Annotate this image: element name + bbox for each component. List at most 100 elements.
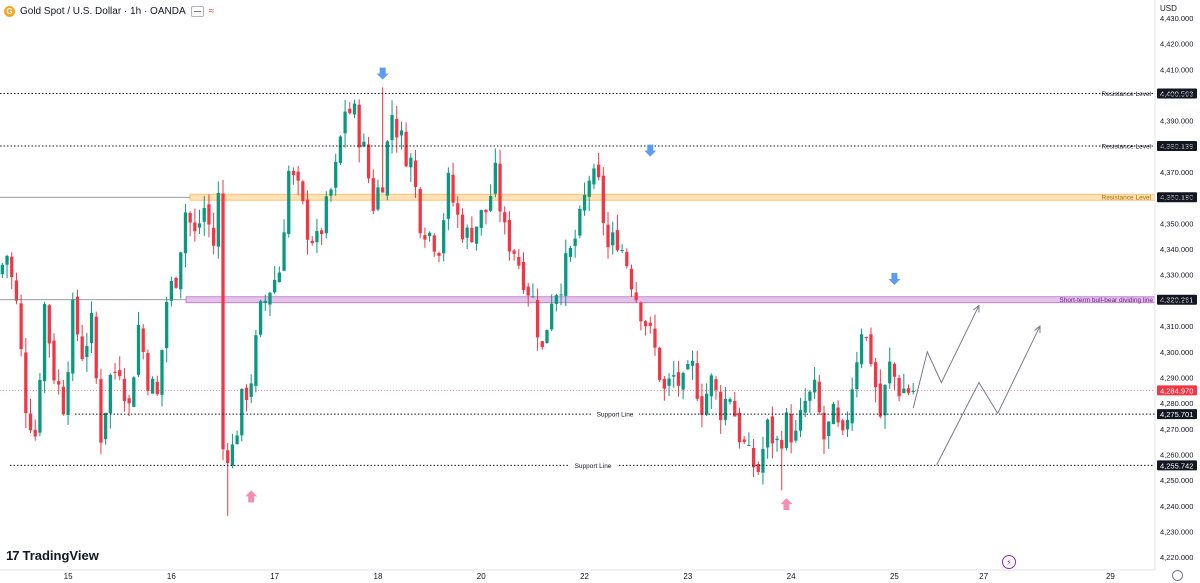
candle-body	[268, 292, 272, 305]
candle-body	[592, 168, 596, 185]
candle-body	[456, 203, 460, 215]
y-tick-label: 4,340.000	[1160, 245, 1193, 254]
candle-body	[714, 379, 718, 391]
candle-body	[554, 295, 559, 304]
candle-body	[470, 227, 474, 243]
y-tick-label: 4,360.000	[1160, 194, 1193, 203]
alert-flash-icon[interactable]: ⚡	[1002, 555, 1016, 569]
candle-body	[80, 336, 84, 360]
level-label: Support Line	[597, 412, 634, 419]
candle-body	[798, 410, 803, 431]
x-tick-label: 20	[477, 572, 486, 581]
candle-body	[493, 162, 497, 194]
y-tick-label: 4,410.000	[1160, 65, 1193, 74]
candle-body	[423, 235, 427, 240]
candle-body	[728, 399, 732, 402]
candle-body	[573, 238, 577, 246]
candle-body	[709, 375, 713, 397]
candle-body	[629, 268, 634, 290]
symbol-title: Gold Spot / U.S. Dollar · 1h · OANDA	[20, 5, 186, 17]
level-lines: Resistance Level 4,400.563 Resistance Leve…	[0, 88, 1197, 471]
x-tick-label: 27	[979, 572, 988, 581]
candle-body	[460, 214, 465, 240]
candle-body	[620, 250, 624, 252]
candle-body	[442, 220, 446, 254]
candle-body	[385, 141, 389, 196]
settings-gear-icon[interactable]	[1172, 570, 1183, 581]
x-tick-label: 22	[580, 572, 589, 581]
candle-body	[578, 208, 582, 236]
candle-body	[334, 161, 338, 188]
candle-body	[606, 224, 610, 248]
candle-body	[474, 226, 479, 244]
candle-body	[737, 413, 742, 443]
level-label: Support Line	[575, 463, 612, 470]
candle-body	[526, 286, 530, 296]
candle-body	[160, 349, 164, 395]
level-price-label: 4,360.180	[1160, 193, 1193, 202]
candle-body	[127, 398, 131, 404]
candle-body	[395, 118, 399, 138]
candle-body	[10, 256, 14, 278]
candle-body	[817, 381, 821, 413]
candle-body	[648, 322, 652, 326]
candle-body	[550, 303, 554, 330]
y-tick-label: 4,320.000	[1160, 296, 1193, 305]
y-tick-label: 4,300.000	[1160, 348, 1193, 357]
candle-body	[188, 213, 192, 223]
candle-body	[71, 299, 75, 374]
time-axis[interactable]: 15 16 17 18 20 22 23 24 25 27 29	[0, 569, 1155, 581]
wave-icon: ≈	[208, 5, 215, 17]
currency-label[interactable]: USD	[1160, 4, 1177, 13]
projection-arrowhead	[973, 304, 980, 313]
candle-body	[381, 187, 385, 193]
candle-body	[653, 328, 657, 348]
candle-body	[42, 304, 47, 382]
level-price-label: 4,255.742	[1160, 461, 1193, 470]
tradingview-logo[interactable]: 17 TradingView	[6, 548, 99, 563]
candle-body	[535, 300, 540, 338]
candle-body	[390, 115, 394, 141]
candle-body	[587, 180, 591, 197]
candle-body	[892, 363, 897, 377]
candle-body	[165, 301, 169, 349]
candle-body	[371, 178, 375, 211]
candlestick-series	[0, 87, 915, 517]
candle-body	[141, 328, 145, 352]
symbol-header[interactable]: G Gold Spot / U.S. Dollar · 1h · OANDA ≈	[4, 3, 214, 19]
candle-body	[277, 272, 282, 283]
collapse-icon[interactable]	[190, 5, 204, 17]
candle-body	[446, 172, 451, 219]
candle-body	[273, 279, 277, 293]
candle-body	[183, 212, 188, 254]
candle-body	[794, 430, 798, 441]
candle-body	[66, 372, 70, 415]
candle-body	[700, 396, 704, 415]
candle-body	[564, 253, 568, 296]
up-arrow-marker	[245, 490, 258, 503]
y-tick-label: 4,270.000	[1160, 425, 1193, 434]
candle-body	[315, 230, 319, 243]
candle-body	[230, 444, 235, 466]
candle-body	[24, 352, 28, 414]
candle-body	[240, 388, 244, 436]
candle-body	[672, 375, 676, 377]
candle-body	[338, 136, 343, 163]
level-price-tag	[1157, 460, 1197, 471]
projection-arrowhead	[1034, 325, 1041, 334]
level-price-label: 4,400.563	[1160, 90, 1193, 99]
candle-body	[366, 144, 371, 179]
candle-body	[869, 334, 873, 364]
candle-body	[254, 335, 258, 386]
level-label-bg	[591, 410, 639, 419]
candle-body	[75, 296, 80, 335]
candle-body	[287, 170, 291, 234]
candle-body	[883, 385, 887, 416]
x-tick-label: 25	[890, 572, 899, 581]
candle-body	[319, 230, 324, 235]
candle-body	[733, 400, 737, 417]
price-axis[interactable]: 4,220.000 4,230.000 4,240.000 4,250.000 4,26…	[1154, 0, 1193, 570]
candle-body	[38, 379, 42, 433]
candle-body	[57, 381, 61, 385]
